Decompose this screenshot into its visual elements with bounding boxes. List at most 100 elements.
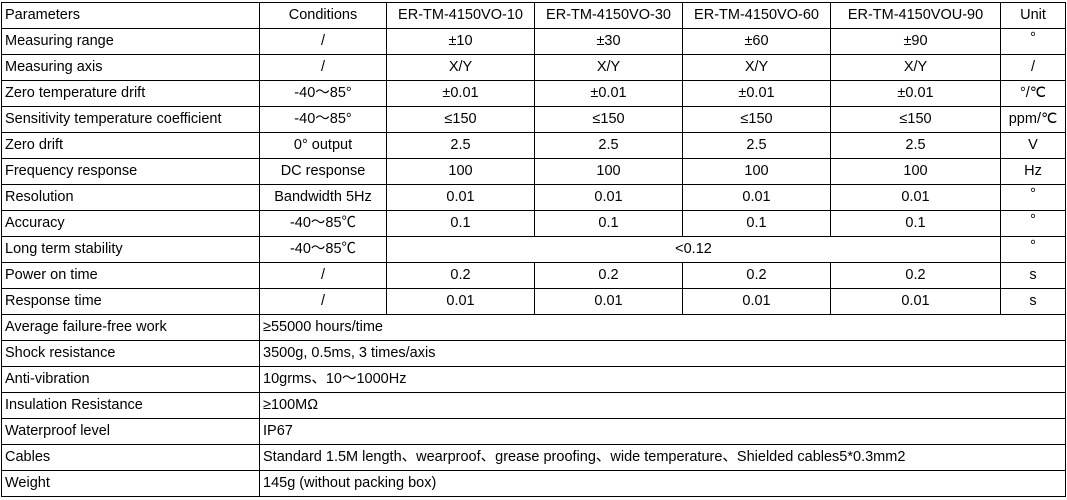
- general-value-cell: 3500g, 0.5ms, 3 times/axis: [259, 340, 1066, 367]
- table-row: Insulation Resistance ≥100MΩ: [1, 392, 1066, 419]
- general-value-cell: 145g (without packing box): [259, 470, 1066, 497]
- value-cell: ≤150: [534, 106, 683, 133]
- parameter-cell: Measuring range: [1, 28, 260, 55]
- condition-cell: 0° output: [259, 132, 387, 159]
- condition-cell: /: [259, 262, 387, 289]
- unit-cell: ppm/℃: [1000, 106, 1066, 133]
- value-cell: 0.2: [682, 262, 831, 289]
- table-row: Measuring axis / X/Y X/Y X/Y X/Y /: [1, 54, 1066, 81]
- value-cell: 0.01: [682, 184, 831, 211]
- condition-cell: Bandwidth 5Hz: [259, 184, 387, 211]
- value-cell: 0.01: [386, 288, 535, 315]
- value-cell: 0.2: [386, 262, 535, 289]
- value-cell: 100: [682, 158, 831, 185]
- value-cell: ±10: [386, 28, 535, 55]
- table-row: Power on time / 0.2 0.2 0.2 0.2 s: [1, 262, 1066, 289]
- table-row: Weight 145g (without packing box): [1, 470, 1066, 497]
- unit-cell: °/℃: [1000, 80, 1066, 107]
- value-cell: 0.01: [386, 184, 535, 211]
- table-row: Resolution Bandwidth 5Hz 0.01 0.01 0.01 …: [1, 184, 1066, 211]
- value-cell: ≤150: [386, 106, 535, 133]
- parameter-cell: Cables: [1, 444, 260, 471]
- table-row: Zero drift 0° output 2.5 2.5 2.5 2.5 V: [1, 132, 1066, 159]
- value-cell: X/Y: [682, 54, 831, 81]
- value-cell: 2.5: [534, 132, 683, 159]
- parameter-cell: Measuring axis: [1, 54, 260, 81]
- unit-cell: V: [1000, 132, 1066, 159]
- general-value-cell: ≥55000 hours/time: [259, 314, 1066, 341]
- header-parameters: Parameters: [1, 2, 260, 29]
- value-cell: 100: [534, 158, 683, 185]
- condition-cell: -40～85°: [259, 106, 387, 133]
- value-cell: 2.5: [386, 132, 535, 159]
- header-model: ER-TM-4150VO-60: [682, 2, 831, 29]
- general-value-cell: Standard 1.5M length、wearproof、grease pr…: [259, 444, 1066, 471]
- parameter-cell: Weight: [1, 470, 260, 497]
- table-row: Accuracy -40～85℃ 0.1 0.1 0.1 0.1 °: [1, 210, 1066, 237]
- parameter-cell: Frequency response: [1, 158, 260, 185]
- parameter-cell: Accuracy: [1, 210, 260, 237]
- header-row: Parameters Conditions ER-TM-4150VO-10 ER…: [1, 2, 1066, 29]
- table-row: Cables Standard 1.5M length、wearproof、gr…: [1, 444, 1066, 471]
- value-cell: ±90: [830, 28, 1001, 55]
- parameter-cell: Sensitivity temperature coefficient: [1, 106, 260, 133]
- parameter-cell: Long term stability: [1, 236, 260, 263]
- value-cell: 0.01: [830, 184, 1001, 211]
- parameter-cell: Response time: [1, 288, 260, 315]
- value-cell: ±0.01: [534, 80, 683, 107]
- header-unit: Unit: [1000, 2, 1066, 29]
- table-row: Average failure-free work ≥55000 hours/t…: [1, 314, 1066, 341]
- value-cell: 2.5: [682, 132, 831, 159]
- parameter-cell: Zero drift: [1, 132, 260, 159]
- value-cell: X/Y: [830, 54, 1001, 81]
- table-row: Sensitivity temperature coefficient -40～…: [1, 106, 1066, 133]
- value-cell-merged: <0.12: [386, 236, 1001, 263]
- condition-cell: -40～85℃: [259, 236, 387, 263]
- parameter-cell: Power on time: [1, 262, 260, 289]
- condition-cell: -40～85℃: [259, 210, 387, 237]
- unit-cell: °: [1000, 210, 1066, 237]
- table-row: Anti-vibration 10grms、10～1000Hz: [1, 366, 1066, 393]
- value-cell: X/Y: [386, 54, 535, 81]
- value-cell: 0.1: [830, 210, 1001, 237]
- parameter-cell: Insulation Resistance: [1, 392, 260, 419]
- value-cell: ≤150: [682, 106, 831, 133]
- value-cell: 100: [386, 158, 535, 185]
- header-conditions: Conditions: [259, 2, 387, 29]
- unit-cell: s: [1000, 262, 1066, 289]
- value-cell: ±0.01: [386, 80, 535, 107]
- value-cell: 0.1: [386, 210, 535, 237]
- parameter-cell: Zero temperature drift: [1, 80, 260, 107]
- unit-cell: °: [1000, 236, 1066, 263]
- general-value-cell: IP67: [259, 418, 1066, 445]
- header-model: ER-TM-4150VO-30: [534, 2, 683, 29]
- value-cell: 0.01: [830, 288, 1001, 315]
- table-row: Long term stability -40～85℃ <0.12 °: [1, 236, 1066, 263]
- table-row: Shock resistance 3500g, 0.5ms, 3 times/a…: [1, 340, 1066, 367]
- parameter-cell: Average failure-free work: [1, 314, 260, 341]
- general-value-cell: ≥100MΩ: [259, 392, 1066, 419]
- value-cell: 0.2: [534, 262, 683, 289]
- parameter-cell: Shock resistance: [1, 340, 260, 367]
- table-row: Measuring range / ±10 ±30 ±60 ±90 °: [1, 28, 1066, 55]
- unit-cell: Hz: [1000, 158, 1066, 185]
- table-row: Waterproof level IP67: [1, 418, 1066, 445]
- general-value-cell: 10grms、10～1000Hz: [259, 366, 1066, 393]
- condition-cell: /: [259, 288, 387, 315]
- value-cell: ±60: [682, 28, 831, 55]
- unit-cell: °: [1000, 184, 1066, 211]
- unit-cell: s: [1000, 288, 1066, 315]
- value-cell: ±30: [534, 28, 683, 55]
- value-cell: 0.01: [534, 184, 683, 211]
- table-row: Zero temperature drift -40～85° ±0.01 ±0.…: [1, 80, 1066, 107]
- value-cell: X/Y: [534, 54, 683, 81]
- value-cell: ±0.01: [682, 80, 831, 107]
- value-cell: ≤150: [830, 106, 1001, 133]
- value-cell: 0.1: [682, 210, 831, 237]
- value-cell: 0.01: [682, 288, 831, 315]
- value-cell: 0.01: [534, 288, 683, 315]
- value-cell: 0.1: [534, 210, 683, 237]
- table-row: Frequency response DC response 100 100 1…: [1, 158, 1066, 185]
- value-cell: 0.2: [830, 262, 1001, 289]
